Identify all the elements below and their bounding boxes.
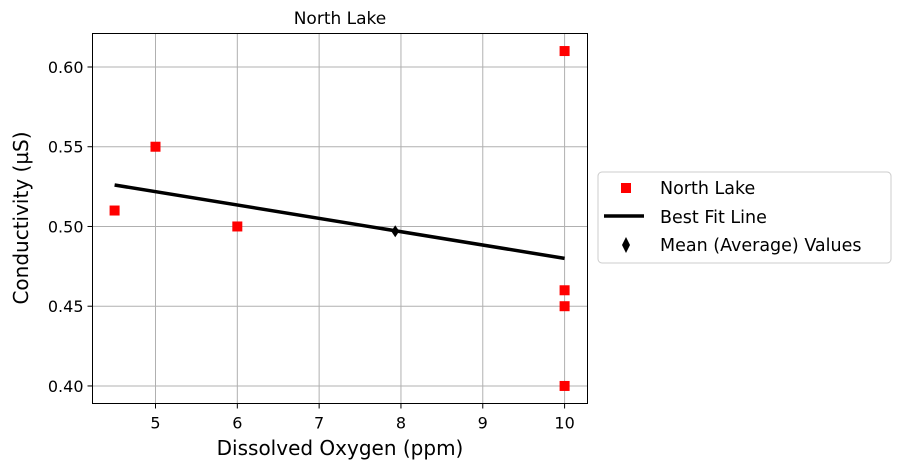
legend-marker-mean-values [622,237,630,253]
chart-title: North Lake [294,9,387,29]
legend-box [597,171,892,264]
mean-point [391,225,400,238]
y-axis-label: Conductivity (µS) [9,131,33,304]
y-tick-label: 0.50 [48,217,84,236]
y-tick-label: 0.45 [48,297,84,316]
plot-area [109,46,570,391]
plot-frame [92,33,588,404]
data-point [559,301,570,312]
x-tick-label: 10 [554,414,574,433]
x-tick-label: 8 [396,414,406,433]
data-point [559,380,570,391]
x-axis-label: Dissolved Oxygen (ppm) [217,436,464,460]
x-tick-label: 6 [232,414,242,433]
x-tick-label: 7 [314,414,324,433]
grid-lines [92,33,588,404]
x-axis-ticks: 5 6 7 8 9 10 [150,403,575,433]
data-point [232,221,243,232]
y-tick-label: 0.55 [48,138,84,157]
data-point [559,46,570,57]
data-point [109,205,120,216]
x-tick-label: 9 [478,414,488,433]
legend-label-best-fit-line: Best Fit Line [660,208,767,228]
data-point [559,285,570,296]
x-tick-label: 5 [150,414,160,433]
y-axis-ticks: 0.40 0.45 0.50 0.55 0.60 [48,58,93,396]
y-tick-label: 0.40 [48,377,84,396]
legend: North Lake Best Fit Line Mean (Average) … [597,171,892,264]
data-point [150,141,161,152]
legend-label-mean-values: Mean (Average) Values [660,236,862,256]
y-tick-label: 0.60 [48,58,84,77]
best-fit-line [114,183,565,261]
legend-marker-north-lake [621,183,631,193]
legend-label-north-lake: North Lake [660,179,755,199]
